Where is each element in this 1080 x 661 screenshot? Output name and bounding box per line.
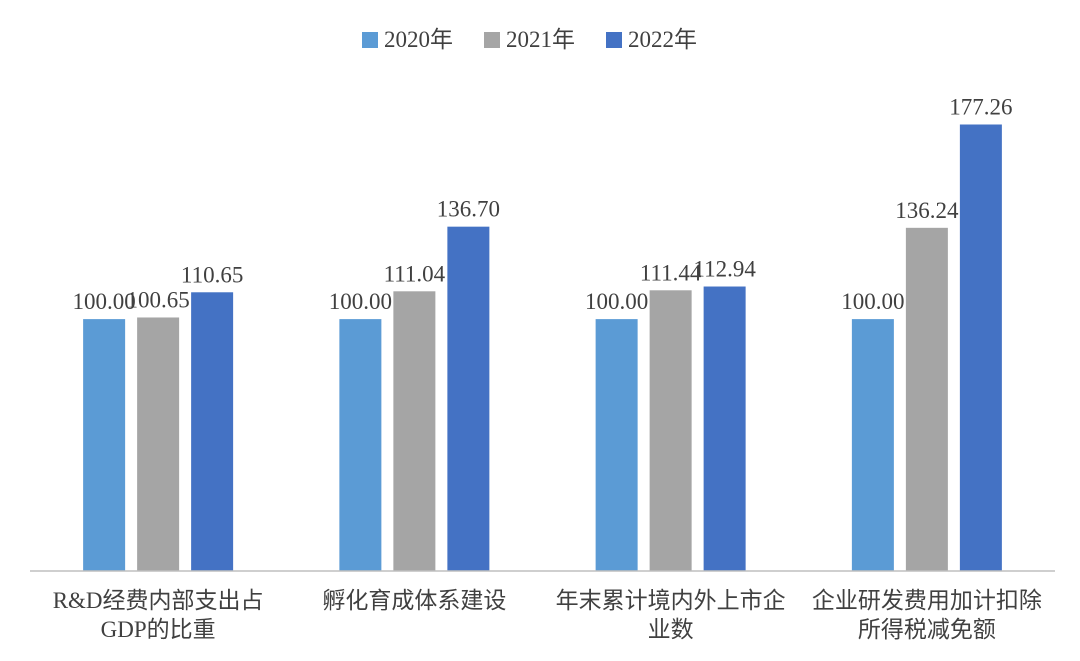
data-label: 110.65 — [181, 262, 243, 287]
data-labels: 100.00100.65110.65100.00111.04136.70100.… — [73, 94, 1013, 314]
legend-swatch — [484, 32, 500, 48]
x-tick-label: 企业研发费用加计扣除所得税减免额 — [812, 588, 1042, 642]
data-label: 136.24 — [895, 198, 959, 223]
data-label: 112.94 — [693, 257, 756, 282]
bar-2022年-1 — [447, 226, 490, 571]
data-label: 100.00 — [841, 289, 904, 314]
bar-2021年-0 — [137, 317, 180, 571]
bar-2020年-3 — [851, 319, 894, 571]
bar-2022年-2 — [703, 286, 746, 571]
data-label: 136.70 — [437, 197, 500, 222]
x-axis-tick-labels: R&D经费内部支出占 GDP的比重 孵化育成体系建设 年末累计境内外上市企业数企业研发… — [53, 588, 1042, 642]
bar-2021年-3 — [905, 227, 948, 571]
legend-item: 2020年 — [362, 27, 453, 52]
data-label: 100.65 — [127, 287, 190, 312]
data-label: 100.00 — [329, 289, 392, 314]
data-label: 111.04 — [384, 261, 446, 286]
legend-swatch — [606, 32, 622, 48]
data-label: 100.00 — [73, 289, 136, 314]
bar-2020年-0 — [83, 319, 126, 571]
data-label: 177.26 — [949, 94, 1012, 119]
x-tick-label: R&D经费内部支出占 GDP的比重 — [53, 588, 264, 642]
legend-item: 2021年 — [484, 27, 575, 52]
legend: 2020年 2021年 2022年 — [362, 27, 697, 52]
bars — [83, 124, 1002, 571]
legend-swatch — [362, 32, 378, 48]
bar-2022年-0 — [191, 292, 234, 571]
x-tick-label: 年末累计境内外上市企业数 — [556, 588, 786, 642]
legend-label: 2021年 — [506, 27, 575, 52]
data-label: 100.00 — [585, 289, 648, 314]
bar-2020年-2 — [595, 319, 638, 571]
legend-item: 2022年 — [606, 27, 697, 52]
legend-label: 2022年 — [628, 27, 697, 52]
bar-2020年-1 — [339, 319, 382, 571]
bar-2021年-1 — [393, 291, 436, 571]
bar-2022年-3 — [959, 124, 1002, 571]
data-label: 111.44 — [640, 260, 702, 285]
bar-2021年-2 — [649, 290, 692, 571]
legend-label: 2020年 — [384, 27, 453, 52]
x-tick-label: 孵化育成体系建设 — [322, 588, 506, 613]
